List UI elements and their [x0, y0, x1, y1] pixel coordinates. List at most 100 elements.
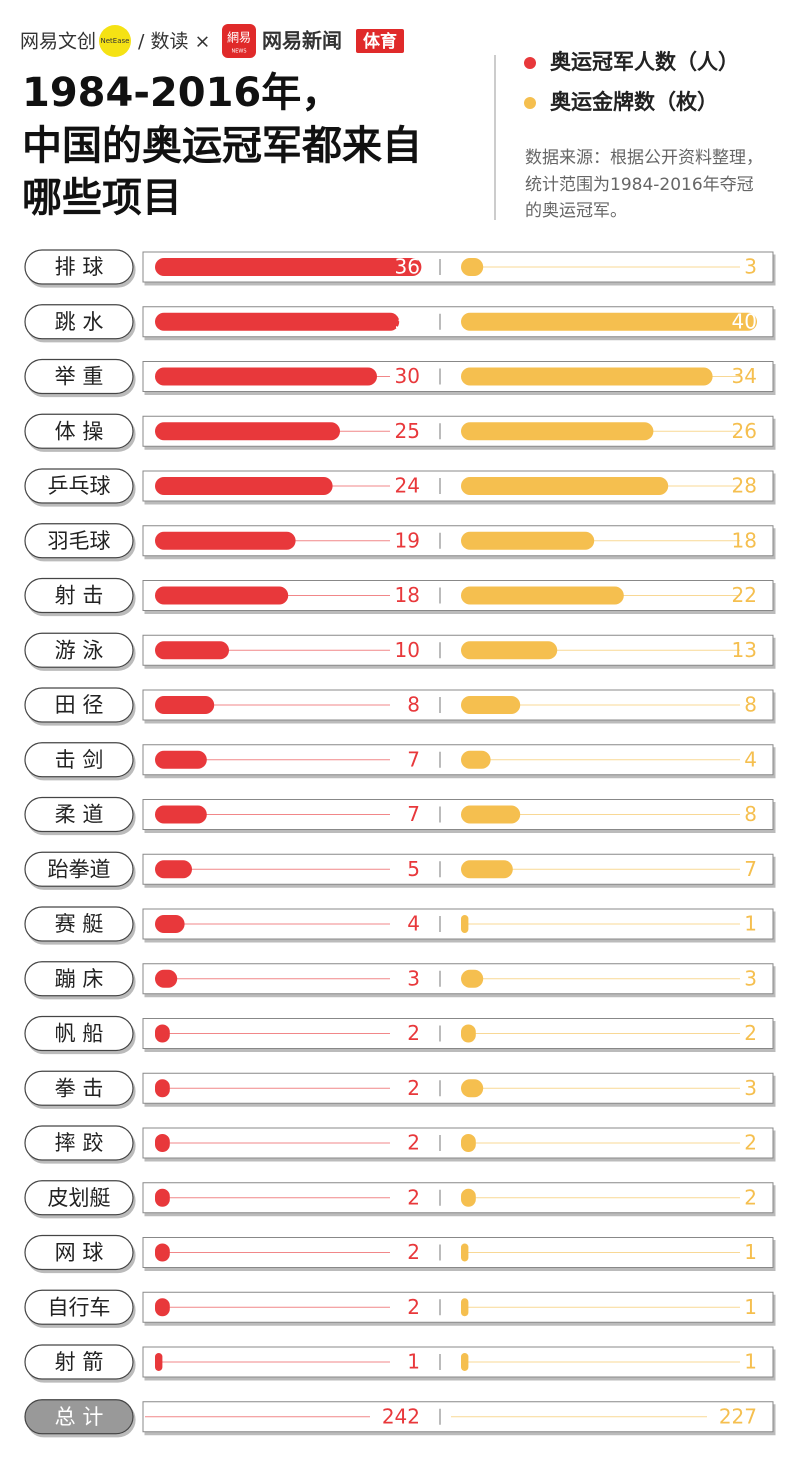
brand-en: NetEase: [101, 37, 130, 45]
value-label: 34: [732, 364, 757, 388]
bar: [155, 312, 400, 331]
bar: [155, 969, 178, 988]
bar: [461, 750, 491, 769]
value-label: 1: [407, 1350, 420, 1374]
category-label: 游 泳: [55, 638, 104, 662]
bar: [461, 586, 624, 605]
value-label: 3: [744, 255, 757, 279]
total-value: 227: [719, 1404, 757, 1428]
source-line: 统计范围为1984-2016年夺冠: [525, 175, 754, 195]
bar: [155, 422, 340, 441]
value-label: 26: [732, 419, 757, 443]
bar: [155, 1188, 170, 1207]
bar: [461, 477, 669, 495]
category-label: 乒乓球: [48, 474, 111, 498]
category-pill: [24, 249, 134, 285]
bar: [461, 312, 757, 331]
bar: [461, 258, 484, 276]
category-label: 拳 击: [55, 1076, 104, 1100]
bar: [155, 1243, 170, 1262]
legend-marker: [524, 57, 536, 69]
value-label: 1: [744, 1240, 757, 1264]
source-line: 数据来源：根据公开资料整理，: [525, 148, 763, 168]
bar: [155, 531, 296, 550]
category-label: 皮划艇: [48, 1186, 111, 1210]
news-logo: [222, 24, 256, 58]
bar: [155, 367, 377, 386]
value-label: 22: [732, 583, 757, 607]
value-label: 2: [407, 1076, 420, 1100]
category-label: 击 剑: [55, 748, 104, 772]
bar: [461, 1024, 476, 1043]
value-label: 2: [744, 1021, 757, 1045]
bar: [461, 1298, 469, 1317]
category-label: 举 重: [55, 365, 104, 389]
value-label: 25: [395, 419, 420, 443]
bar: [155, 696, 215, 714]
category-pill: [24, 1234, 134, 1271]
category-label: 射 击: [55, 584, 104, 608]
bar: [155, 1353, 163, 1371]
value-label: 4: [744, 747, 757, 771]
bar: [155, 915, 185, 933]
category-pill: [24, 1289, 134, 1325]
bar: [155, 860, 192, 879]
bar: [461, 422, 654, 441]
category-label: 赛 艇: [55, 912, 104, 936]
sport-tag: 体育: [363, 31, 397, 52]
bar: [155, 641, 229, 660]
category-pill: [24, 468, 134, 504]
category-pill: [24, 577, 134, 614]
value-label: 2: [407, 1295, 420, 1319]
title-line: 哪些项目: [22, 175, 182, 221]
bar: [155, 805, 207, 824]
category-pill: [24, 1180, 134, 1216]
news-logo-en: NEWS: [231, 49, 246, 55]
value-label: 8: [744, 802, 757, 826]
value-label: 3: [407, 966, 420, 990]
category-pill: [24, 523, 134, 559]
value-label: 8: [744, 693, 757, 717]
value-label: 19: [395, 528, 420, 552]
news-name: 网易新闻: [262, 29, 342, 53]
total-label: 总 计: [55, 1405, 104, 1429]
category-pill: [24, 304, 134, 340]
value-label: 4: [407, 912, 420, 936]
category-label: 自行车: [48, 1295, 111, 1319]
category-label: 柔 道: [55, 803, 104, 827]
bar: [155, 1079, 170, 1098]
value-label: 28: [732, 474, 757, 498]
category-label: 射 箭: [55, 1350, 104, 1374]
news-logo-text: 網易: [227, 31, 251, 45]
category-label: 排 球: [55, 255, 104, 279]
value-label: 40: [732, 309, 757, 333]
category-pill: [24, 742, 134, 778]
category-pill: [24, 1015, 134, 1052]
value-label: 3: [744, 966, 757, 990]
category-label: 摔 跤: [55, 1131, 104, 1155]
category-label: 跳 水: [55, 310, 104, 334]
value-label: 7: [407, 747, 420, 771]
category-pill: [24, 1344, 134, 1380]
category-pill: [24, 851, 134, 887]
value-label: 2: [744, 1185, 757, 1209]
value-label: 13: [732, 638, 757, 662]
legend-label: 奥运冠军人数（人）: [550, 50, 739, 74]
bar: [461, 969, 484, 988]
sport-tag-bg: [356, 29, 404, 53]
category-pill: [24, 906, 134, 942]
bar: [461, 367, 713, 386]
legend-marker: [524, 97, 536, 109]
source-line: 的奥运冠军。: [525, 201, 627, 221]
category-label: 帆 船: [55, 1022, 104, 1046]
value-label: 3: [744, 1076, 757, 1100]
value-label: 33: [395, 309, 420, 333]
category-label: 体 操: [55, 419, 104, 443]
value-label: 5: [407, 857, 420, 881]
value-label: 30: [395, 364, 420, 388]
bar: [461, 805, 521, 824]
category-label: 田 径: [55, 693, 104, 717]
bar: [461, 1243, 469, 1262]
partner-text: / 数读 ×: [138, 31, 210, 53]
